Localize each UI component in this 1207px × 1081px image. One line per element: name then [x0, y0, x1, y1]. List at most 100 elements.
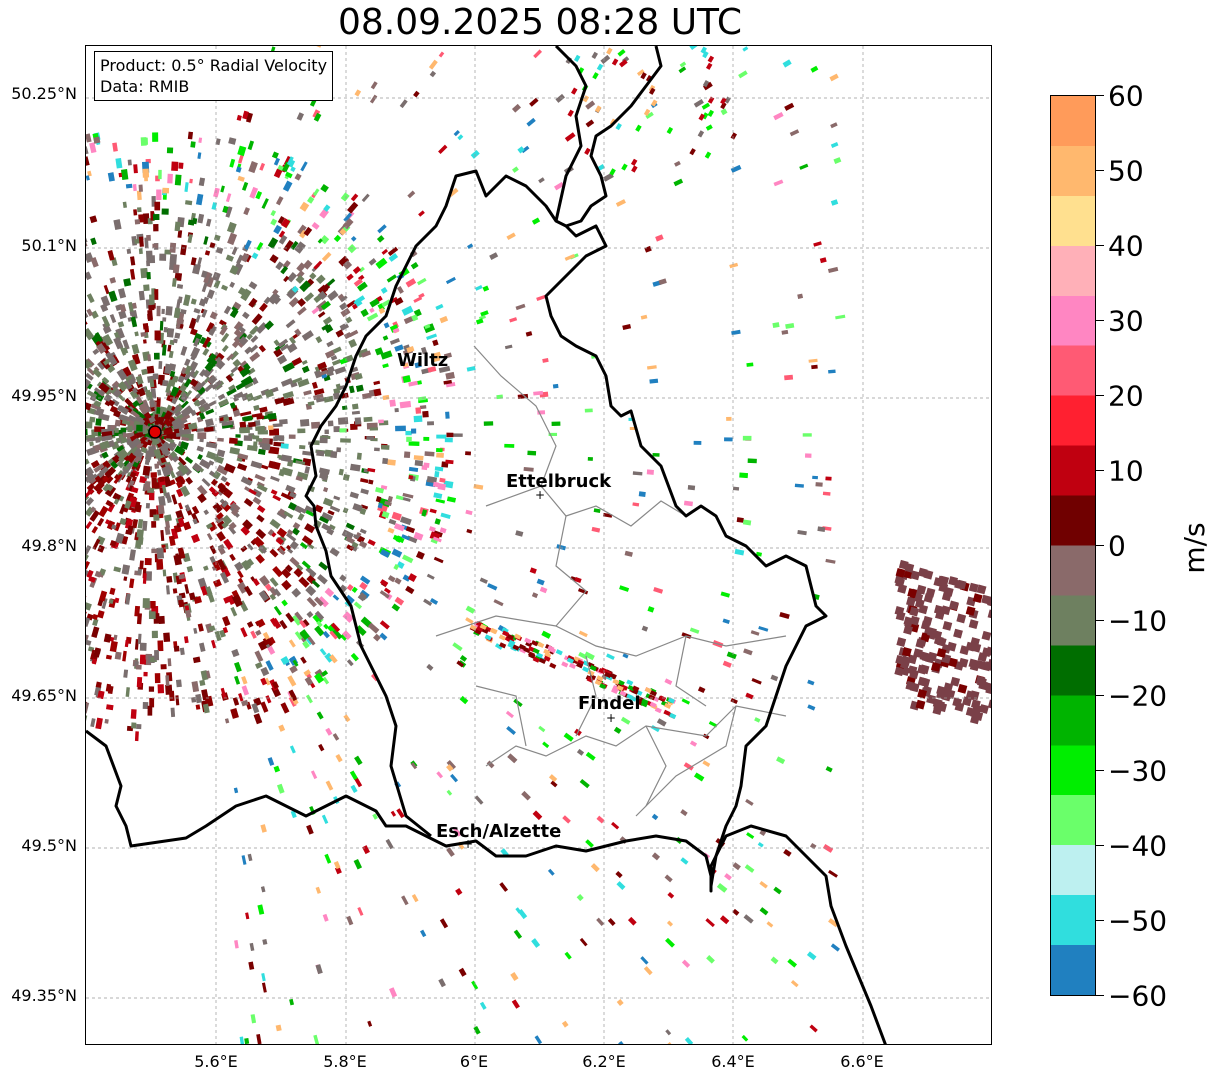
- echo-cell: [86, 544, 92, 555]
- echo-cell: [665, 937, 675, 948]
- echo-cell: [450, 773, 459, 783]
- echo-cell: [817, 526, 826, 532]
- echo-cell: [346, 544, 354, 552]
- echo-cell: [426, 333, 438, 340]
- echo-cell: [354, 755, 363, 766]
- echo-cell: [191, 380, 203, 392]
- echo-cell: [813, 241, 822, 247]
- echo-cell: [140, 331, 147, 337]
- echo-cell: [979, 704, 989, 714]
- echo-cell: [259, 302, 268, 312]
- echo-cell: [414, 460, 424, 467]
- echo-cell: [352, 503, 363, 512]
- echo-cell: [759, 880, 768, 889]
- echo-cell: [258, 590, 270, 602]
- echo-cell: [255, 322, 268, 334]
- echo-cell: [171, 161, 179, 172]
- echo-cell: [111, 454, 121, 464]
- echo-cell: [932, 698, 943, 709]
- echo-cell: [368, 258, 377, 266]
- echo-cell: [607, 918, 616, 926]
- echo-cell: [212, 271, 221, 282]
- echo-cell: [261, 443, 271, 451]
- echo-cell: [935, 610, 945, 620]
- city-label-esch-alzette: Esch/Alzette: [436, 821, 562, 842]
- echo-cell: [368, 479, 374, 485]
- echo-cell: [339, 428, 347, 433]
- echo-cell: [146, 260, 151, 267]
- echo-cell: [93, 463, 105, 473]
- echo-cell: [273, 588, 282, 597]
- echo-cell: [923, 593, 934, 604]
- echo-cell: [131, 722, 137, 729]
- echo-cell: [204, 383, 214, 393]
- echo-cell: [187, 422, 198, 431]
- echo-cell: [221, 514, 233, 526]
- echo-cell: [287, 529, 294, 536]
- echo-cell: [953, 628, 963, 639]
- echo-cell: [227, 594, 236, 605]
- echo-cell: [221, 521, 229, 529]
- echo-cell: [770, 956, 779, 965]
- echo-cell: [177, 456, 187, 466]
- echo-cell: [288, 639, 296, 648]
- echo-cell: [282, 180, 293, 192]
- echo-cell: [164, 526, 171, 535]
- echo-cell: [330, 450, 338, 459]
- echo-cell: [158, 615, 165, 624]
- echo-cell: [406, 345, 415, 353]
- echo-cell: [815, 482, 823, 487]
- echo-cell: [280, 702, 290, 714]
- echo-cell: [205, 218, 212, 227]
- echo-cell: [895, 611, 906, 621]
- echo-cell: [174, 445, 186, 456]
- echo-cell: [97, 544, 105, 553]
- echo-cell: [436, 452, 444, 458]
- echo-cell: [302, 619, 310, 627]
- echo-cell: [261, 973, 266, 982]
- echo-cell: [652, 453, 660, 457]
- echo-cell: [195, 193, 204, 206]
- echo-cell: [363, 416, 373, 423]
- echo-cell: [518, 643, 526, 651]
- echo-cell: [341, 405, 348, 411]
- echo-cell: [659, 695, 667, 702]
- echo-cell: [328, 524, 336, 531]
- echo-cell: [333, 426, 340, 433]
- echo-cell: [111, 524, 117, 530]
- echo-cell: [184, 456, 194, 464]
- echo-cell: [174, 221, 181, 232]
- echo-cell: [246, 558, 255, 567]
- echo-cell: [732, 862, 741, 871]
- echo-cell: [158, 476, 165, 483]
- echo-cell: [95, 418, 102, 426]
- echo-cell: [307, 196, 315, 204]
- echo-cell: [86, 380, 90, 392]
- echo-cell: [391, 511, 402, 521]
- colorbar-tick-label: −20: [1108, 679, 1168, 713]
- echo-cell: [313, 1034, 320, 1044]
- echo-cell: [86, 616, 91, 627]
- echo-cell: [956, 613, 967, 624]
- echo-cell: [298, 576, 310, 588]
- echo-cell: [734, 548, 745, 556]
- echo-cell: [340, 438, 351, 443]
- echo-cell: [268, 446, 280, 455]
- echo-cell: [722, 618, 730, 625]
- echo-cell: [965, 706, 976, 717]
- echo-cell: [135, 375, 144, 385]
- echo-cell: [86, 359, 93, 370]
- echo-cell: [157, 504, 165, 515]
- echo-cell: [636, 69, 645, 77]
- echo-cell: [205, 522, 213, 530]
- echo-cell: [208, 486, 220, 497]
- echo-cell: [272, 494, 282, 502]
- echo-cell: [170, 707, 176, 718]
- echo-cell: [153, 448, 162, 459]
- echo-cell: [382, 335, 389, 341]
- echo-cell: [923, 569, 934, 580]
- echo-cell: [184, 358, 191, 367]
- echo-cell: [436, 434, 447, 439]
- echo-cell: [129, 549, 136, 561]
- echo-cell: [965, 606, 976, 616]
